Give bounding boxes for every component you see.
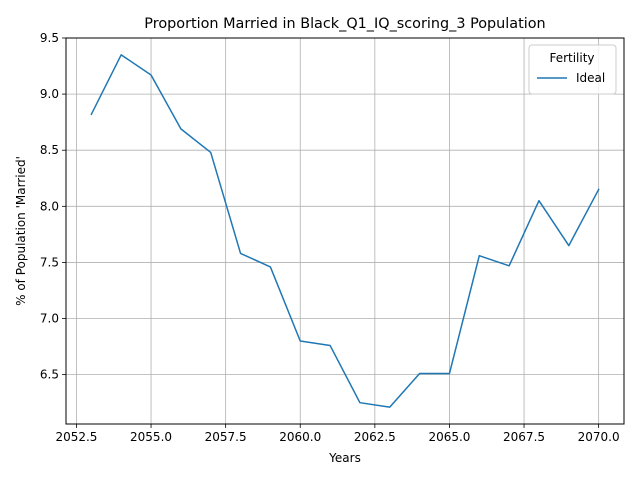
x-tick-label: 2067.5 bbox=[503, 430, 545, 444]
x-tick-label: 2065.0 bbox=[428, 430, 470, 444]
y-tick-label: 9.5 bbox=[40, 31, 59, 45]
x-axis-title: Years bbox=[328, 451, 361, 465]
y-tick-label: 9.0 bbox=[40, 87, 59, 101]
legend-label: Ideal bbox=[576, 71, 605, 85]
x-tick-label: 2055.0 bbox=[130, 430, 172, 444]
legend-title: Fertility bbox=[549, 51, 594, 65]
y-tick-label: 8.0 bbox=[40, 199, 59, 213]
x-tick-label: 2062.5 bbox=[354, 430, 396, 444]
y-tick-label: 7.0 bbox=[40, 312, 59, 326]
x-tick-label: 2070.0 bbox=[578, 430, 620, 444]
x-tick-label: 2060.0 bbox=[279, 430, 321, 444]
legend: Fertility Ideal bbox=[529, 45, 616, 94]
x-tick-label: 2057.5 bbox=[205, 430, 247, 444]
y-tick-label: 7.5 bbox=[40, 255, 59, 269]
chart-title: Proportion Married in Black_Q1_IQ_scorin… bbox=[144, 16, 545, 32]
y-axis-title: % of Population 'Married' bbox=[14, 156, 28, 306]
y-tick-label: 6.5 bbox=[40, 368, 59, 382]
x-tick-label: 2052.5 bbox=[55, 430, 97, 444]
y-tick-label: 8.5 bbox=[40, 143, 59, 157]
